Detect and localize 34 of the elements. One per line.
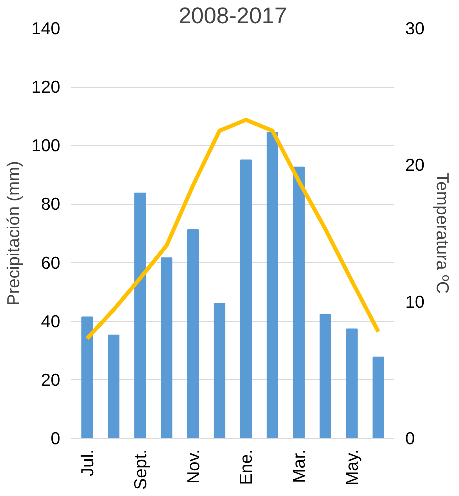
x-tick-label: May. bbox=[342, 450, 362, 486]
y2-tick-label: 20 bbox=[406, 155, 425, 176]
bar bbox=[240, 160, 252, 438]
bar bbox=[346, 328, 358, 438]
y-tick-label: 0 bbox=[50, 428, 61, 448]
y2-tick-label: 10 bbox=[406, 292, 425, 312]
bar bbox=[134, 192, 146, 438]
y-tick-label: 80 bbox=[41, 194, 61, 214]
y2-axis-title: Temperatura ºC bbox=[432, 173, 453, 294]
bar bbox=[266, 132, 279, 438]
bar bbox=[161, 258, 173, 438]
bar bbox=[187, 229, 200, 438]
y-tick-label: 100 bbox=[32, 136, 61, 156]
y-axis-title: Precipitación (mm) bbox=[4, 161, 24, 306]
line-series bbox=[85, 118, 381, 341]
x-tick-label: Mar. bbox=[289, 449, 310, 484]
y-tick-label: 40 bbox=[41, 311, 61, 332]
bar bbox=[214, 303, 226, 438]
bar bbox=[108, 334, 120, 438]
bar bbox=[372, 356, 384, 438]
bar bbox=[293, 166, 305, 438]
bar bbox=[82, 316, 94, 438]
x-tick-label: Nov. bbox=[183, 450, 204, 484]
chart-title: 2008-2017 bbox=[178, 2, 288, 28]
x-tick-label: Jul. bbox=[77, 449, 98, 476]
bar bbox=[320, 314, 332, 438]
y-tick-label: 20 bbox=[41, 370, 61, 390]
y-tick-label: 120 bbox=[32, 77, 61, 98]
x-tick-label: Ene. bbox=[236, 449, 256, 486]
y-tick-label: 60 bbox=[41, 252, 61, 273]
x-tick-label: Sept. bbox=[130, 449, 150, 490]
y-tick-label: 140 bbox=[32, 18, 61, 38]
y2-tick-label: 0 bbox=[406, 428, 416, 448]
y2-tick-label: 30 bbox=[406, 18, 425, 38]
